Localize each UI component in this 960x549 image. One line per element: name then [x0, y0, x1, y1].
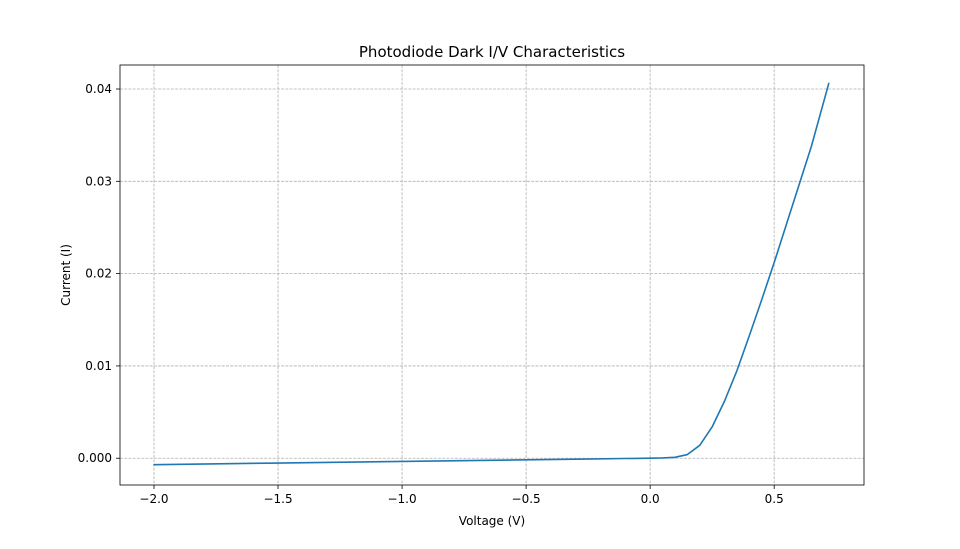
y-tick-label: 0.01 — [85, 359, 112, 373]
x-tick-label: 0.0 — [641, 492, 660, 506]
grid — [120, 65, 864, 485]
y-tick-label: 0.03 — [85, 174, 112, 188]
y-axis: 0.000 0.01 0.02 0.03 0.04 — [78, 82, 120, 465]
x-axis: −2.0 −1.5 −1.0 −0.5 0.0 0.5 — [139, 485, 784, 506]
x-tick-label: 0.5 — [765, 492, 784, 506]
plot-frame — [119, 64, 865, 486]
x-axis-label: Voltage (V) — [459, 514, 525, 528]
y-tick-label: 0.02 — [85, 267, 112, 281]
y-tick-label: 0.000 — [78, 451, 112, 465]
series-line — [153, 82, 830, 466]
chart-title: Photodiode Dark I/V Characteristics — [359, 43, 625, 61]
y-tick-label: 0.04 — [85, 82, 112, 96]
x-tick-label: −0.5 — [512, 492, 541, 506]
x-tick-label: −2.0 — [139, 492, 168, 506]
series-layer — [153, 82, 830, 466]
x-tick-label: −1.0 — [387, 492, 416, 506]
y-axis-label: Current (I) — [59, 244, 73, 306]
x-tick-label: −1.5 — [263, 492, 292, 506]
